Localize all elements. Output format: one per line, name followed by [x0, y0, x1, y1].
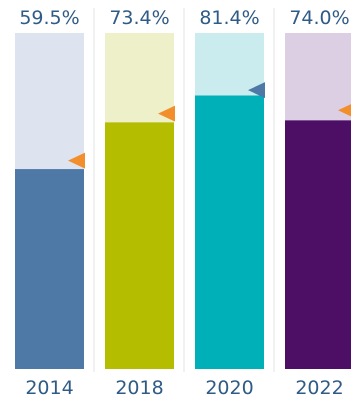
category-label-2020: 2020: [205, 377, 253, 399]
value-label-2022: 74.0%: [289, 7, 349, 29]
category-label-2022: 2022: [295, 377, 343, 399]
bar-2020: [195, 95, 264, 369]
value-label-2020: 81.4%: [199, 7, 259, 29]
bar-2014: [15, 169, 84, 369]
value-label-2014: 59.5%: [19, 7, 79, 29]
bar-2018: [105, 122, 174, 369]
value-label-2018: 73.4%: [109, 7, 169, 29]
bar-2022: [285, 120, 351, 369]
category-label-2018: 2018: [115, 377, 163, 399]
category-label-2014: 2014: [25, 377, 73, 399]
